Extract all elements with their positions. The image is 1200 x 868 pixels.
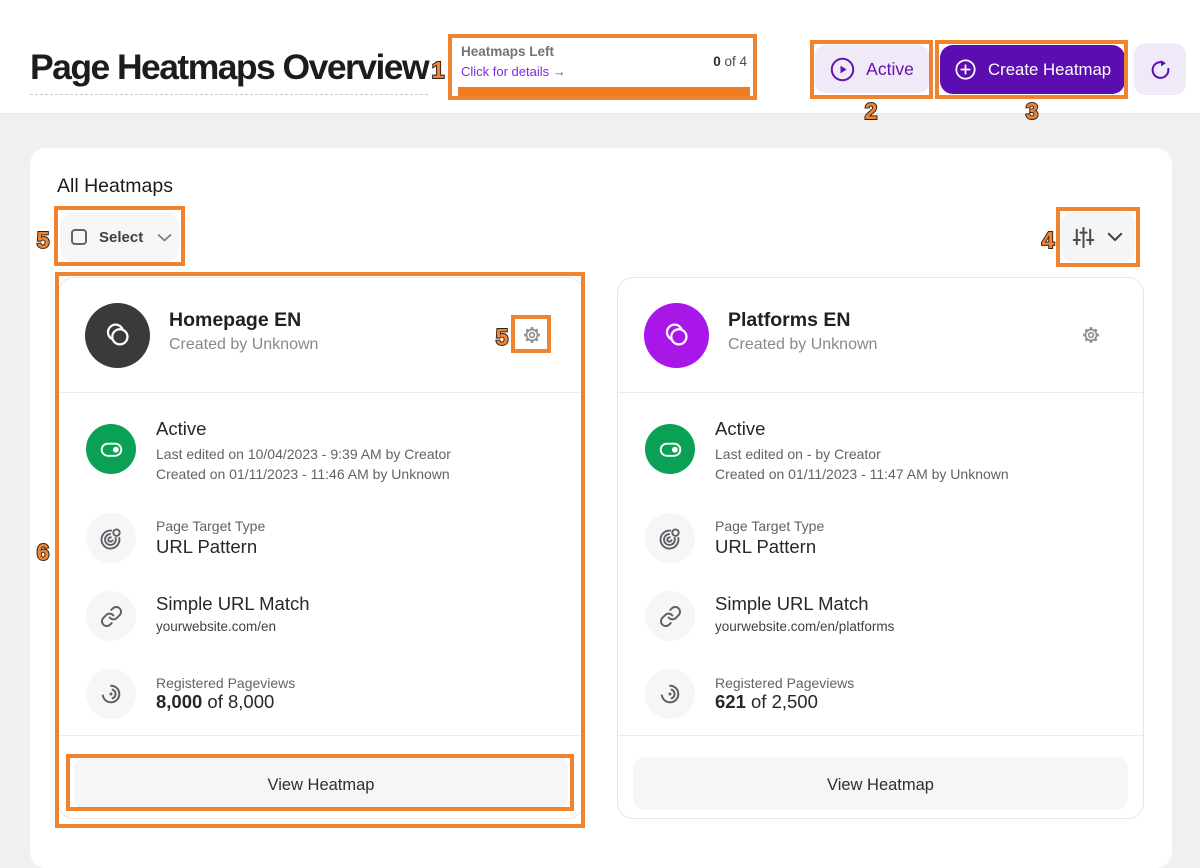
svg-text:3: 3 bbox=[1026, 98, 1039, 124]
svg-text:2: 2 bbox=[865, 98, 878, 124]
svg-text:5: 5 bbox=[496, 324, 509, 350]
svg-text:5: 5 bbox=[37, 227, 50, 253]
svg-text:1: 1 bbox=[432, 57, 445, 83]
svg-text:4: 4 bbox=[1042, 227, 1055, 253]
svg-text:6: 6 bbox=[37, 539, 50, 565]
